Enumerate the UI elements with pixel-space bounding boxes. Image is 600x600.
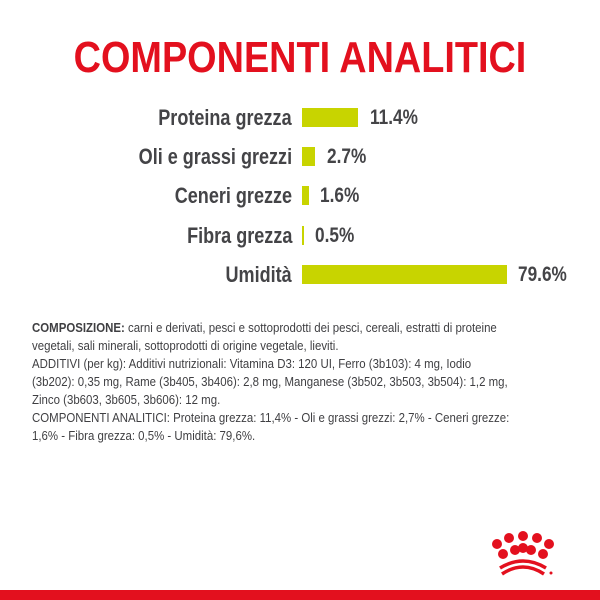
bar-value: 11.4% (370, 106, 418, 129)
bar (302, 147, 315, 166)
analytics-line: 1,6% - Fibra grezza: 0,5% - Umidità: 79,… (32, 428, 256, 443)
bar (302, 186, 309, 205)
analytics-line: COMPONENTI ANALITICI: Proteina grezza: 1… (32, 410, 510, 425)
page-title: COMPONENTI ANALITICI (73, 33, 527, 82)
bar (302, 226, 304, 245)
composition-line: COMPOSIZIONE: carni e derivati, pesci e … (32, 320, 497, 335)
bar-value: 79.6% (518, 263, 567, 286)
composition-heading: COMPOSIZIONE: (32, 320, 125, 335)
chart-row-oli: Oli e grassi grezzi 2.7% (0, 144, 600, 169)
composition-text: COMPOSIZIONE: carni e derivati, pesci e … (32, 319, 592, 445)
chart-row-fibra: Fibra grezza 0.5% (0, 223, 600, 248)
bar-value: 1.6% (320, 184, 360, 207)
bar-value: 0.5% (315, 224, 355, 247)
chart-row-ceneri: Ceneri grezze 1.6% (0, 183, 600, 208)
additives-line: (3b202): 0,35 mg, Rame (3b405, 3b406): 2… (32, 374, 508, 389)
royal-canin-crown-icon (492, 531, 554, 576)
footer-red-bar (0, 590, 600, 600)
bar-label: Umidità (225, 262, 292, 287)
composition-line: vegetali, sali minerali, sottoprodotti d… (32, 338, 339, 353)
additives-line: ADDITIVI (per kg): Additivi nutrizionali… (32, 356, 472, 371)
bar-label: Oli e grassi grezzi (138, 144, 292, 169)
chart-row-proteina: Proteina grezza 11.4% (0, 105, 600, 130)
bar (302, 108, 358, 127)
bar-label: Fibra grezza (186, 223, 292, 248)
bar-value: 2.7% (327, 145, 367, 168)
chart-row-umidita: Umidità 79.6% (0, 262, 600, 287)
bar-label: Proteina grezza (158, 105, 292, 130)
bar (302, 265, 507, 284)
additives-line: Zinco (3b603, 3b605, 3b606): 12 mg. (32, 392, 221, 407)
bar-label: Ceneri grezze (174, 183, 292, 208)
